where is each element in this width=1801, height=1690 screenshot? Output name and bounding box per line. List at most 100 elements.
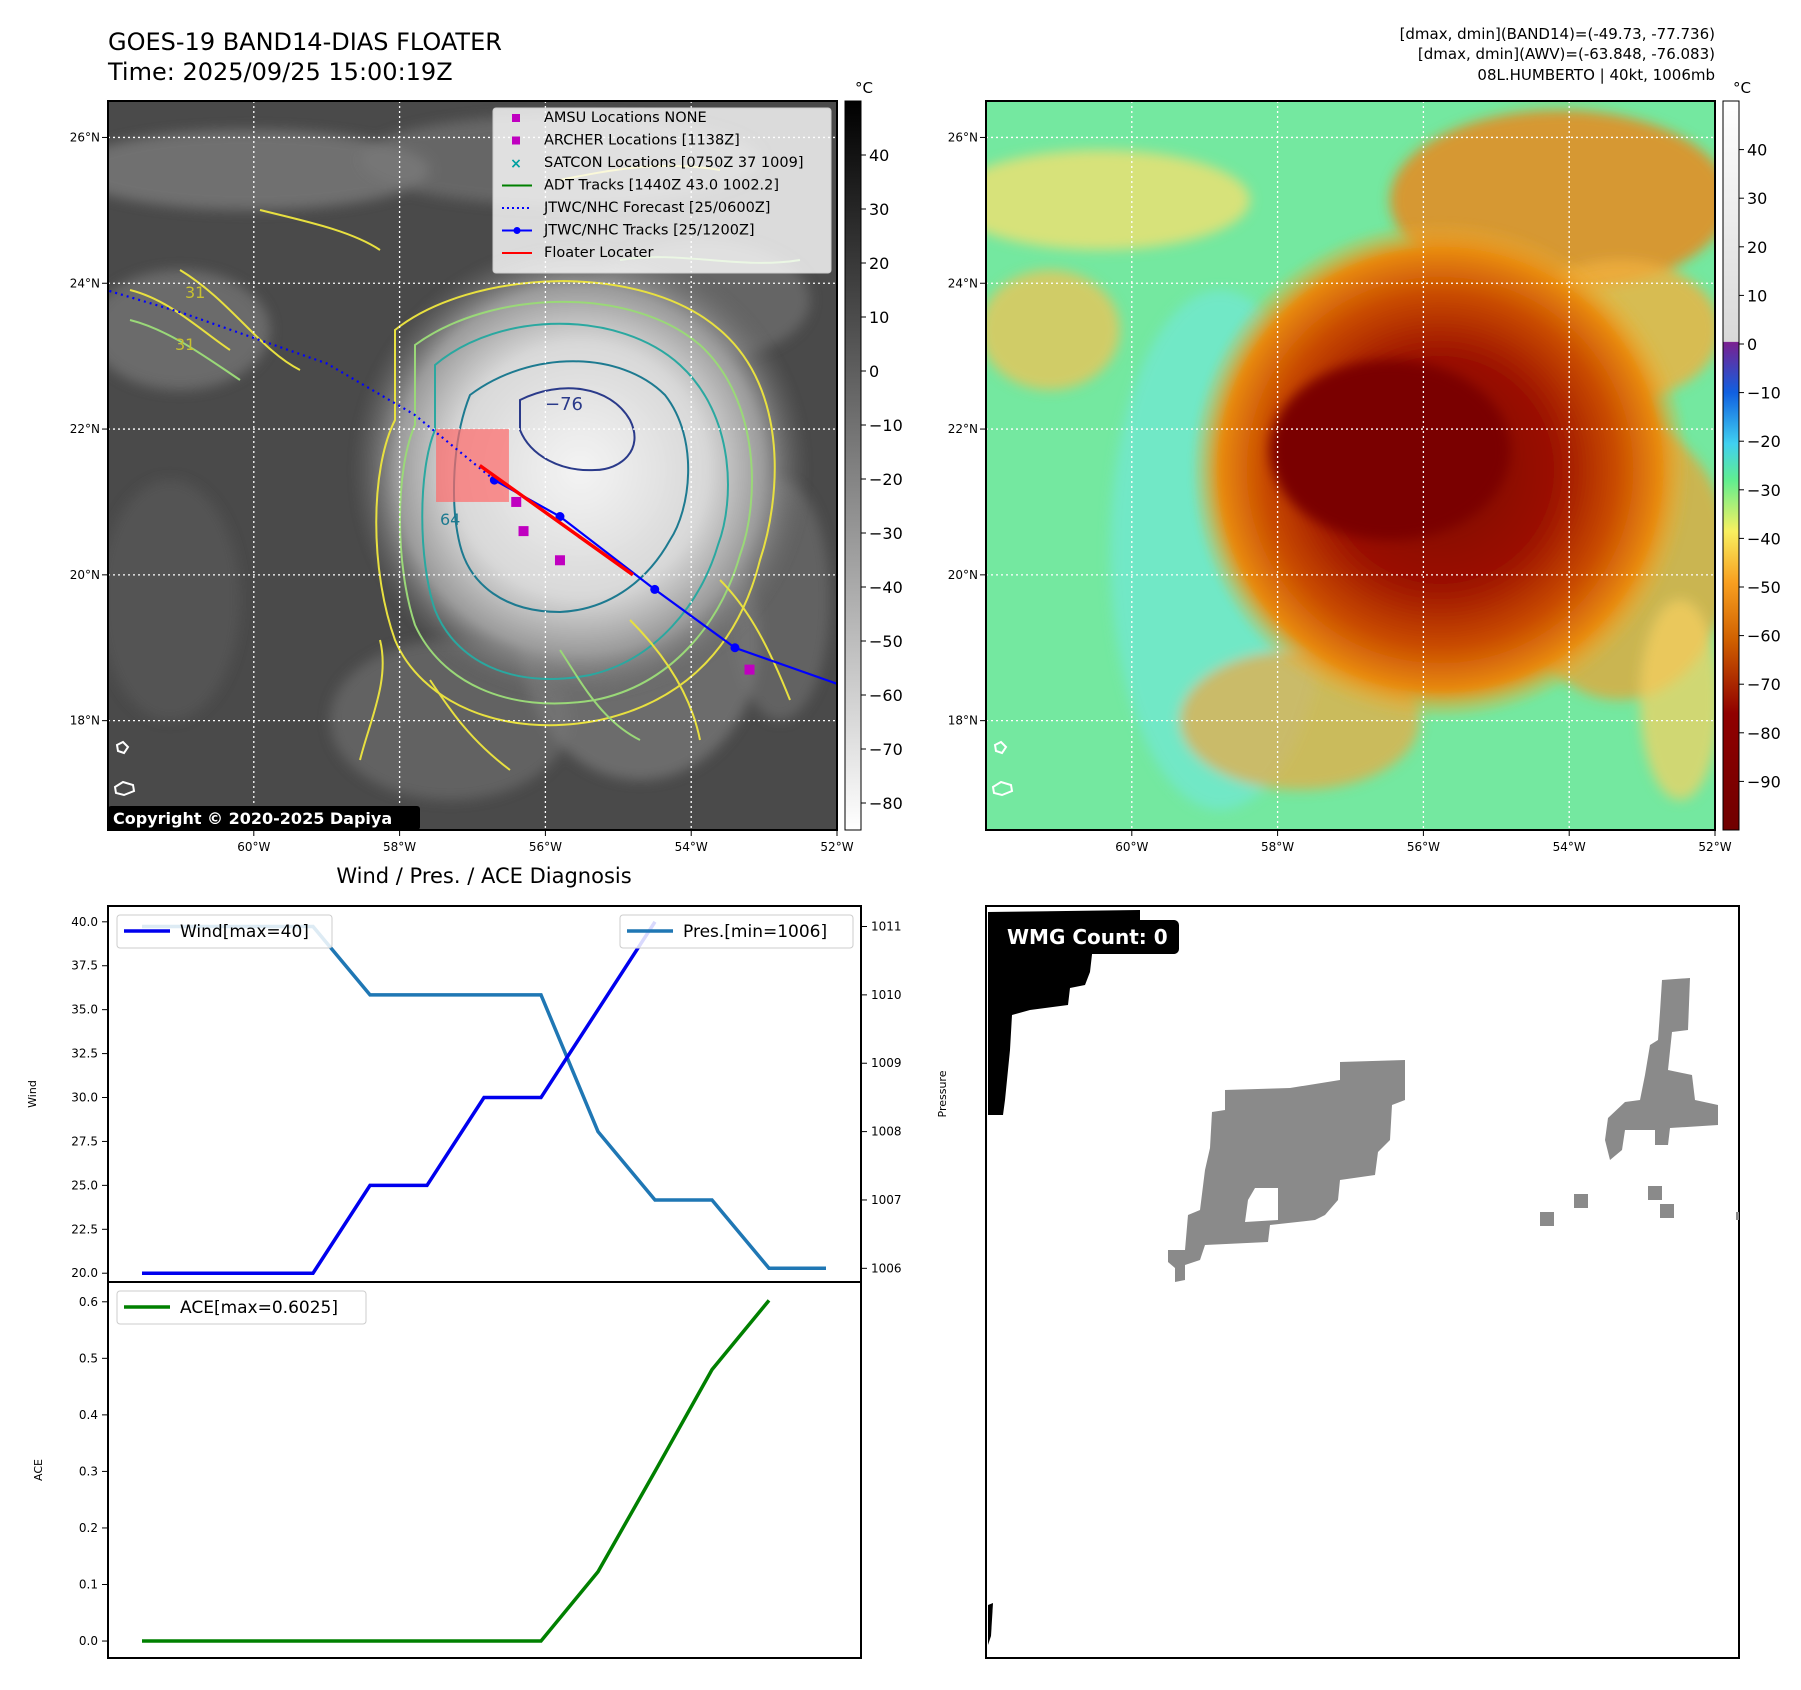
grayscale-colorbar-unit: °C	[855, 79, 873, 97]
colorbar-tick-label: −10	[1747, 384, 1781, 403]
contour-labels: −76 64 31 31	[175, 283, 583, 529]
ace-tick-label: 0.4	[79, 1408, 98, 1422]
ace-tick-label: 0.0	[79, 1634, 98, 1648]
color-colorbar-unit: °C	[1733, 79, 1751, 97]
lon-tick-label: 54°W	[1553, 840, 1586, 854]
colorbar-tick-label: 10	[1747, 286, 1767, 305]
lat-tick-label: 20°N	[948, 568, 978, 582]
dmax-awv-text: [dmax, dmin](AWV)=(-63.848, -76.083)	[1418, 45, 1715, 63]
legend-entry-label: ARCHER Locations [1138Z]	[544, 133, 740, 149]
ace-tick-label: 0.5	[79, 1351, 98, 1365]
archer-location-marker	[511, 496, 522, 507]
ace-tick-label: 0.3	[79, 1464, 98, 1478]
grayscale-colorbar: °C 40 30 20 10 0 −10 −20 −30 −40 −50 −60 −70 −80	[844, 79, 903, 831]
colorbar-tick-label: −70	[1747, 675, 1781, 694]
legend-box	[492, 107, 832, 274]
colorbar-tick-label: −70	[869, 740, 903, 759]
colorbar-tick-label: −20	[869, 470, 903, 489]
ace-axis-label: ACE	[32, 1459, 45, 1481]
track-legend: AMSU Locations NONE ARCHER Locations [113…	[492, 107, 832, 274]
lat-tick-label: 26°N	[948, 130, 978, 144]
wind-tick-label: 32.5	[71, 1047, 98, 1061]
grayscale-colorbar-bar	[844, 100, 862, 831]
lat-tick-label: 20°N	[70, 568, 100, 582]
colorbar-tick-label: 0	[869, 362, 879, 381]
pressure-tick-label: 1009	[871, 1056, 902, 1070]
legend-square-marker	[512, 114, 520, 122]
colorbar-tick-label: −40	[869, 578, 903, 597]
wind-tick-label: 22.5	[71, 1222, 98, 1236]
lon-tick-label: 56°W	[529, 840, 562, 854]
lon-tick-label: 58°W	[383, 840, 416, 854]
pressure-legend-label: Pres.[min=1006]	[683, 922, 827, 942]
archer-location-marker	[554, 555, 565, 566]
color-colorbar: °C 40 30 20 10 0 −10 −20 −30 −40 −50 −60 −70 −80 −90	[1722, 79, 1781, 831]
ace-tick-label: 0.6	[79, 1295, 98, 1309]
copyright-box	[108, 806, 420, 830]
pressure-tick-label: 1008	[871, 1125, 902, 1139]
color-map-frame	[985, 100, 1716, 831]
contour-label-31b: 31	[175, 335, 195, 354]
wmg-panel: WMG Count: 0	[985, 905, 1740, 1659]
wmg-count-badge	[996, 920, 1179, 954]
figure-title-line1: GOES-19 BAND14-DIAS FLOATER	[108, 28, 502, 56]
wind-tick-label: 20.0	[71, 1266, 98, 1280]
wmg-frame	[985, 905, 1740, 1659]
archer-location-marker	[518, 526, 529, 537]
lat-tick-label: 22°N	[70, 422, 100, 436]
ace-ticks: 0.6 0.5 0.4 0.3 0.2 0.1 0.0	[79, 1295, 108, 1648]
color-map-gridlines	[986, 101, 1715, 830]
wind-legend-box	[116, 914, 333, 949]
ir-map-frame	[107, 100, 838, 831]
copyright-text: Copyright © 2020-2025 Dapiya	[113, 809, 392, 828]
legend-entry-label: JTWC/NHC Tracks [25/1200Z]	[543, 223, 755, 239]
wind-tick-label: 27.5	[71, 1134, 98, 1148]
floater-box	[436, 429, 509, 502]
colorbar-tick-label: −30	[1747, 481, 1781, 500]
ir-map-track-overlay	[108, 289, 837, 685]
wind-pressure-ticks: 40.0 37.5 35.0 32.5 30.0 27.5 25.0 22.5 20.0 1011…	[71, 915, 901, 1280]
grayscale-colorbar-ticks: 40 30 20 10 0 −10 −20 −30 −40 −50 −60 −70 −80	[861, 146, 903, 813]
contour-label-76: −76	[545, 394, 583, 415]
legend-entry-label: AMSU Locations NONE	[544, 110, 707, 126]
colorbar-tick-label: −30	[869, 524, 903, 543]
legend-entry-label: SATCON Locations [0750Z 37 1009]	[544, 155, 803, 171]
wmg-black-region	[988, 910, 1140, 1645]
wind-pressure-chart: Wind Pressure 40.0 37.5 35.0 32.5 30.0 27.5 25…	[26, 905, 949, 1283]
pressure-tick-label: 1010	[871, 988, 902, 1002]
color-colorbar-bar	[1722, 100, 1740, 831]
colorbar-tick-label: 10	[869, 308, 889, 327]
pressure-tick-label: 1011	[871, 920, 902, 934]
legend-entry-label: Floater Locater	[544, 245, 653, 261]
ace-tick-label: 0.2	[79, 1521, 98, 1535]
colorbar-tick-label: −20	[1747, 432, 1781, 451]
wind-pressure-frame	[107, 905, 862, 1283]
colorbar-tick-label: −60	[869, 686, 903, 705]
lat-tick-label: 18°N	[70, 714, 100, 728]
lat-tick-label: 24°N	[70, 276, 100, 290]
islands	[113, 740, 136, 797]
figure-title-line2: Time: 2025/09/25 15:00:19Z	[107, 58, 453, 86]
colorbar-tick-label: 40	[869, 146, 889, 165]
legend-dot-marker	[513, 227, 521, 234]
colorbar-tick-label: 0	[1747, 335, 1757, 354]
pressure-legend-box	[619, 914, 854, 949]
wind-legend-label: Wind[max=40]	[180, 922, 309, 942]
contour-label-64: 64	[440, 510, 460, 529]
wind-tick-label: 40.0	[71, 915, 98, 929]
jtwc-track-point	[650, 584, 660, 594]
wind-tick-label: 30.0	[71, 1091, 98, 1105]
lon-tick-label: 52°W	[820, 840, 853, 854]
jtwc-track-point	[555, 512, 565, 522]
jtwc-track-point	[730, 643, 740, 653]
storm-color-center	[1270, 360, 1510, 540]
colorbar-tick-label: 40	[1747, 141, 1767, 160]
colorbar-tick-label: 20	[869, 254, 889, 273]
lon-tick-label: 58°W	[1261, 840, 1294, 854]
pressure-tick-label: 1006	[871, 1261, 902, 1275]
ace-tick-label: 0.1	[79, 1577, 98, 1591]
ir-map-axis-ticks: 60°W 58°W 56°W 54°W 52°W 26°N 24°N 22°N 20°N 18°N	[70, 130, 854, 854]
legend-entry-label: JTWC/NHC Forecast [25/0600Z]	[543, 200, 770, 216]
lon-tick-label: 60°W	[237, 840, 270, 854]
dmax-band14-text: [dmax, dmin](BAND14)=(-49.73, -77.736)	[1400, 25, 1715, 43]
